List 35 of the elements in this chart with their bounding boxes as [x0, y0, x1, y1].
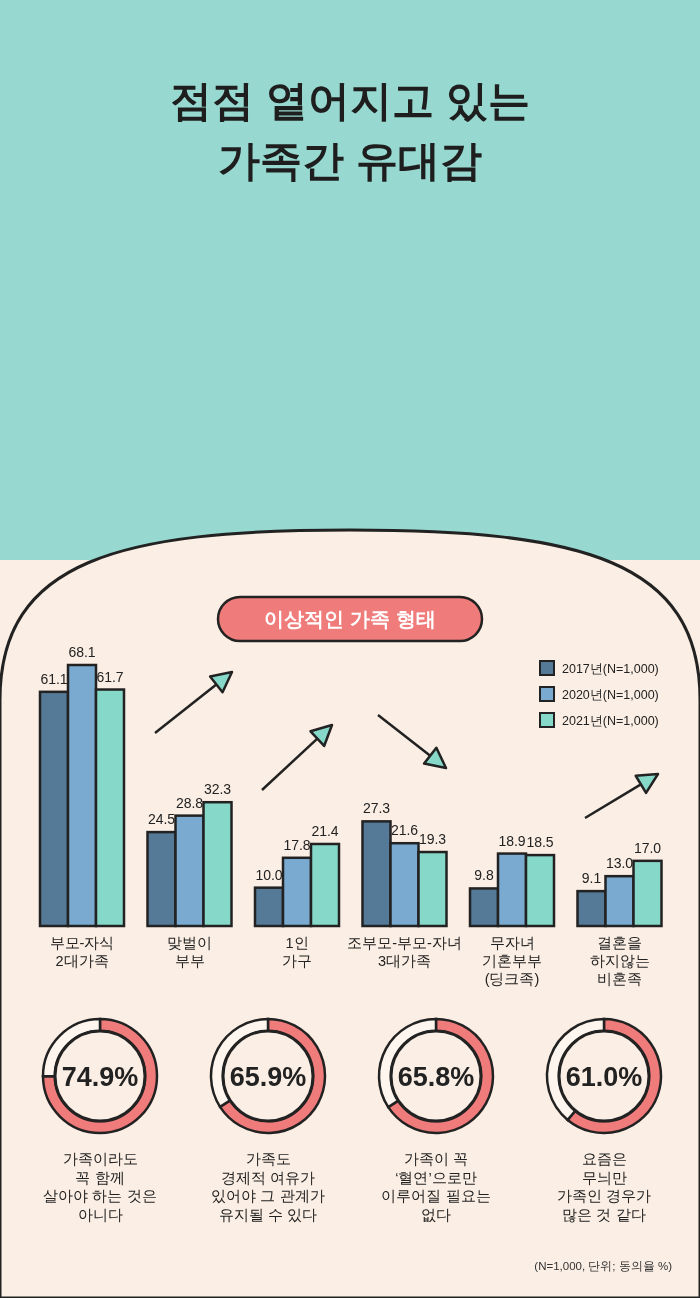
data-label: 32.3: [203, 781, 232, 798]
data-label: 18.9: [498, 832, 526, 849]
data-label: 68.1: [68, 644, 96, 660]
x-tick-label: 부모-자식 2대가족: [49, 935, 115, 969]
legend-label: 2021년(N=1,000): [562, 714, 659, 728]
x-tick-label: 1인 가구: [282, 935, 312, 969]
legend-label: 2020년(N=1,000): [562, 688, 659, 702]
x-tick-label: 맞벌이 부부: [167, 935, 212, 969]
data-label: 9.1: [581, 870, 602, 887]
data-label: 65.8%: [397, 1062, 475, 1092]
data-label: 10.0: [255, 866, 283, 883]
data-label: 61.0%: [565, 1062, 643, 1092]
data-label: 18.5: [526, 834, 554, 851]
data-label: 65.9%: [229, 1062, 307, 1092]
data-label: 61.7: [96, 668, 124, 685]
data-label: 61.1: [40, 670, 68, 687]
data-label: 19.3: [418, 831, 447, 848]
text: 요즘은 무늬만 가족인 경우가 많은 것 같다: [556, 1151, 652, 1223]
text: 가족이라도 꼭 함께 살아야 하는 것은 아니다: [43, 1151, 157, 1223]
text: 가족이 꼭 ‘혈연’으로만 이루어질 필요는 없다: [381, 1151, 491, 1223]
data-label: 21.4: [311, 822, 339, 839]
data-label: 9.8: [474, 867, 494, 884]
chart-subtitle: 이상적인 가족 형태: [264, 608, 436, 630]
data-label: 27.3: [362, 800, 391, 817]
x-tick-label: 조부모-부모-자녀 3대가족: [347, 935, 462, 969]
text: 가족도 경제적 여유가 있어야 그 관계가 유지될 수 있다: [211, 1151, 325, 1223]
data-label: 74.9%: [61, 1062, 139, 1092]
x-tick-label: 결혼을 하지않는 비혼족: [589, 935, 650, 987]
legend-label: 2017년(N=1,000): [562, 662, 659, 676]
data-label: 17.8: [283, 836, 311, 853]
x-tick-label: 무자녀 기혼부부 (딩크족): [482, 935, 542, 987]
data-label: 28.8: [175, 794, 204, 811]
text: (N=1,000, 단위; 동의율 %): [534, 1260, 673, 1272]
data-label: 17.0: [633, 839, 662, 856]
chart-title: 점점 옅어지고 있는 가족간 유대감: [170, 77, 530, 184]
